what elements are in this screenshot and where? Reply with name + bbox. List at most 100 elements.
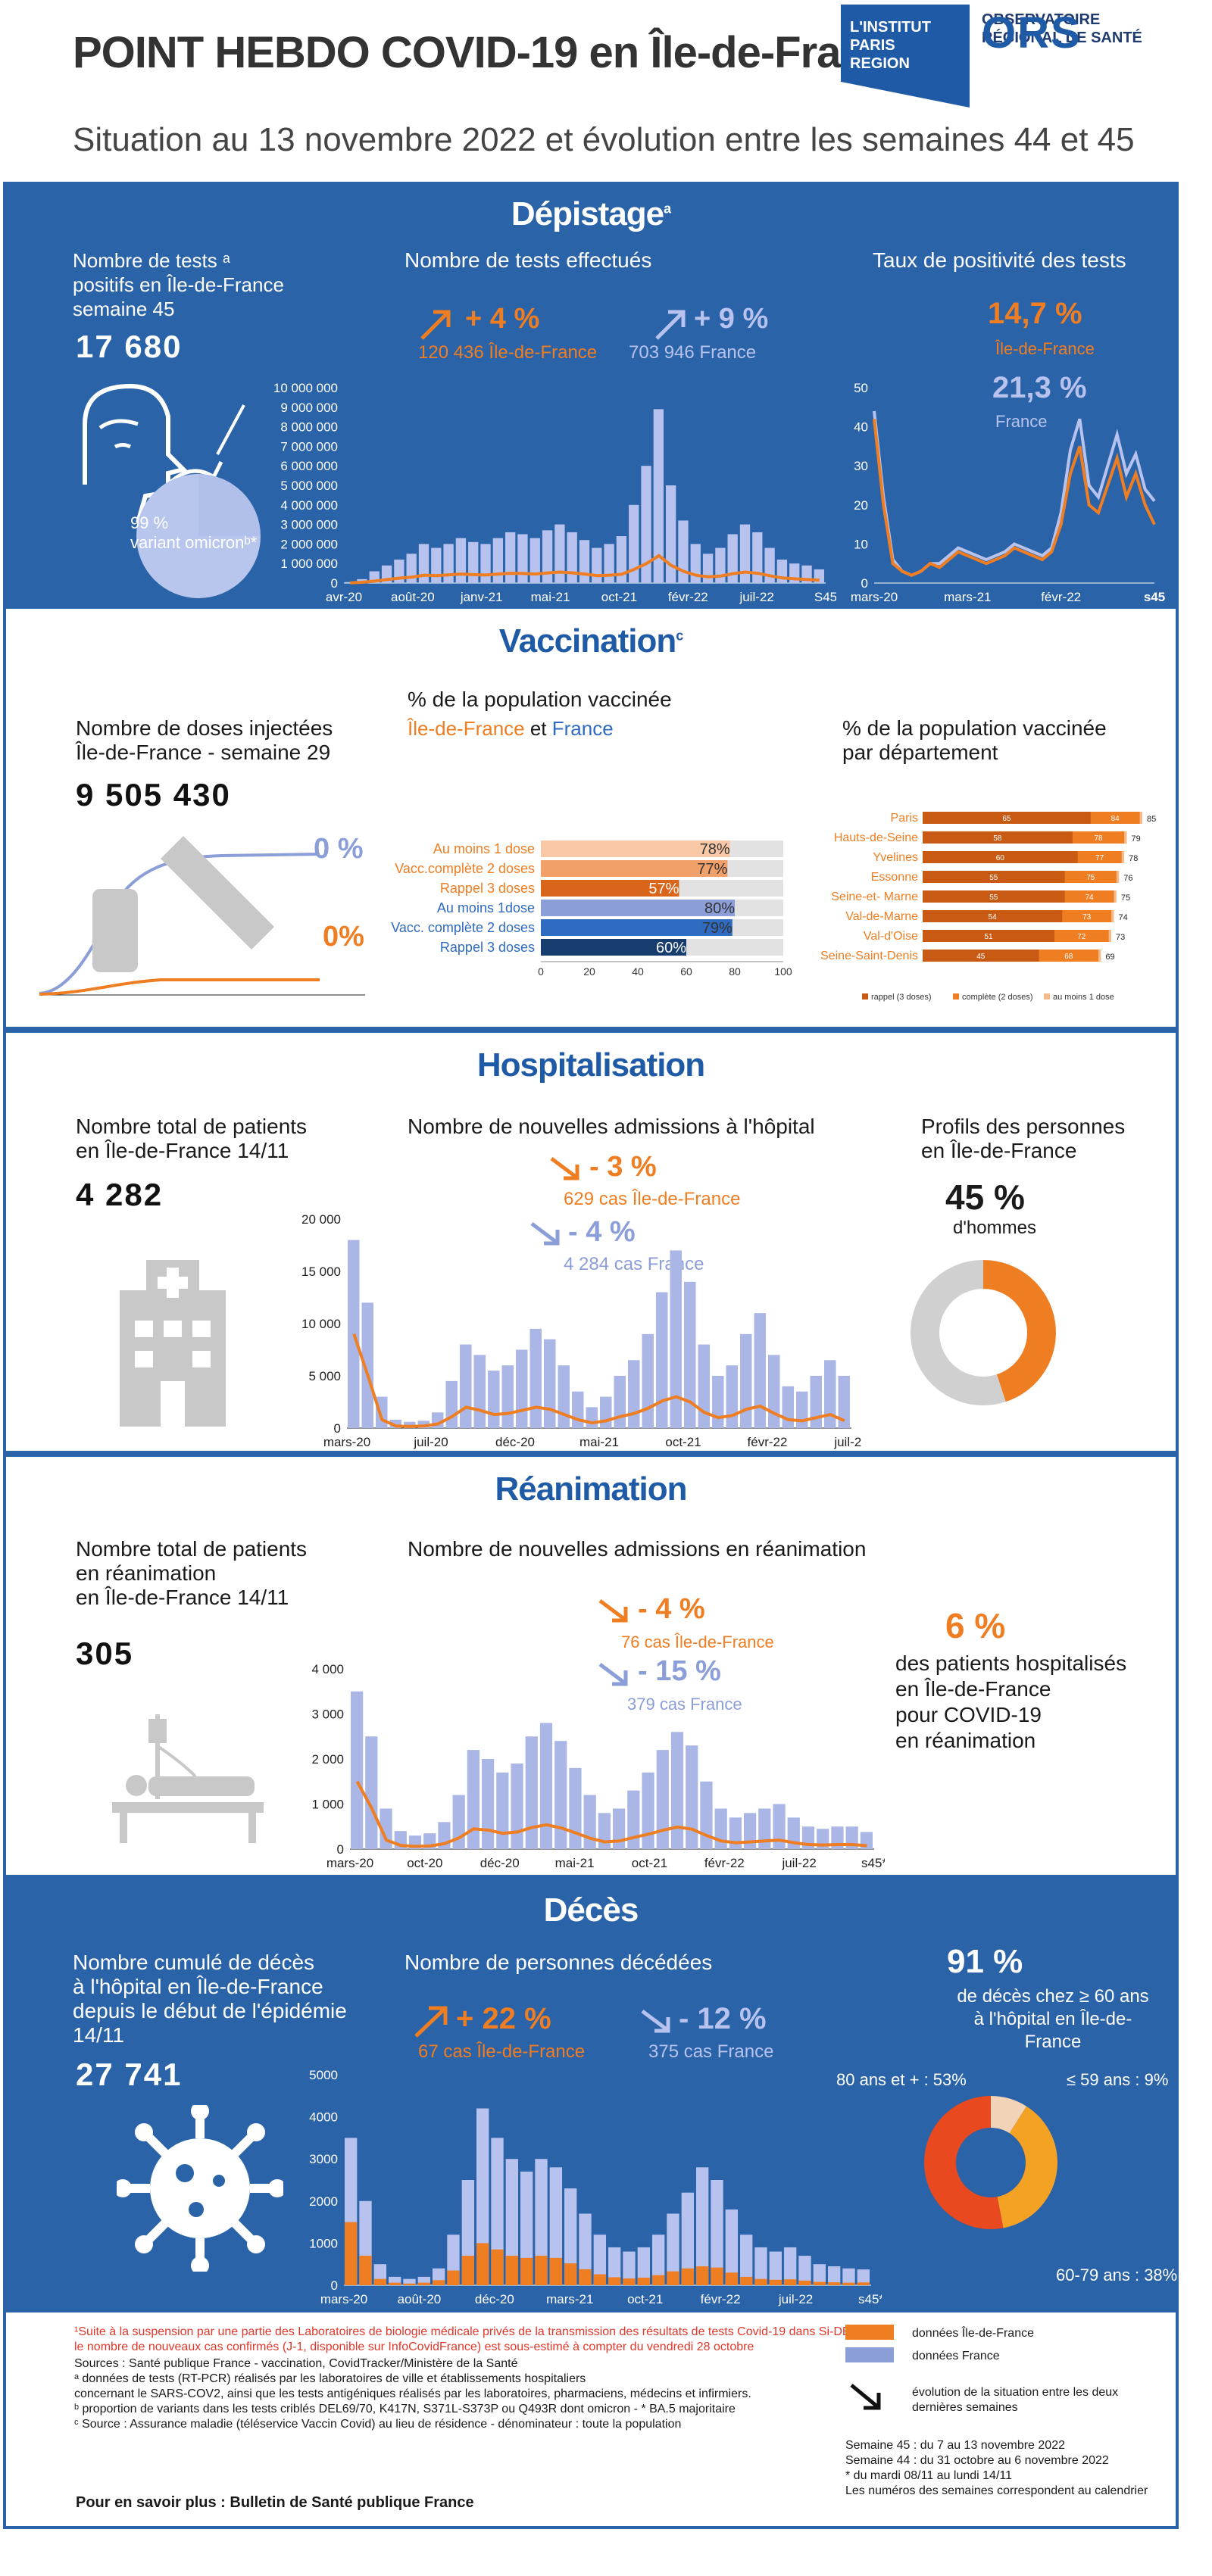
france-bar bbox=[729, 1817, 742, 1849]
france-bar bbox=[567, 532, 577, 583]
rea-idf-change: - 4 % bbox=[638, 1593, 705, 1625]
x-tick-label: févr-22 bbox=[1041, 590, 1081, 604]
donut-label-59: ≤ 59 ans : 9% bbox=[1067, 2070, 1169, 2089]
y-tick-label: 10 000 bbox=[301, 1317, 341, 1331]
idf-bar bbox=[535, 2256, 548, 2285]
y-tick-label: 3000 bbox=[309, 2152, 338, 2166]
dept-label: Seine-Saint-Denis bbox=[820, 950, 918, 962]
patient-bed-icon bbox=[112, 1714, 264, 1843]
deces-title: Décès bbox=[543, 1891, 639, 1929]
dept-complete-value: 74 bbox=[1085, 893, 1094, 902]
france-bar bbox=[558, 1365, 570, 1428]
france-bar bbox=[796, 1391, 808, 1428]
dept-end-value: 85 bbox=[1147, 815, 1156, 824]
france-bar bbox=[348, 1240, 360, 1428]
vacc-bar bbox=[541, 939, 686, 956]
y-tick-label: 30 bbox=[854, 459, 868, 473]
france-bar bbox=[608, 2247, 621, 2285]
arrow-down-orange-icon bbox=[550, 1157, 579, 1180]
france-bar bbox=[598, 1813, 611, 1849]
y-tick-label: 7 000 000 bbox=[280, 439, 338, 454]
idf-bar bbox=[476, 2243, 489, 2285]
x-tick-label: oct-21 bbox=[665, 1435, 701, 1449]
vacc-bar bbox=[541, 860, 728, 877]
france-bar bbox=[516, 1349, 528, 1428]
france-bar bbox=[361, 1302, 373, 1428]
dept-end-value: 76 bbox=[1123, 874, 1132, 883]
rea-pct: 6 % bbox=[945, 1606, 1006, 1645]
person-tested-icon bbox=[83, 383, 261, 598]
legend-idf-label: données Île-de-France bbox=[912, 2327, 1034, 2340]
france-bar bbox=[549, 2167, 562, 2285]
deaths-idf-change: + 22 % bbox=[456, 2002, 551, 2035]
y-tick-label: 5 000 bbox=[308, 1369, 341, 1383]
doses-idf-change: 0% bbox=[323, 921, 364, 953]
idf-bar bbox=[389, 2282, 401, 2285]
dept-bar-rappel bbox=[923, 910, 1063, 922]
france-bar bbox=[727, 534, 738, 583]
france-bar bbox=[569, 1767, 582, 1849]
page-subtitle: Situation au 13 novembre 2022 et évoluti… bbox=[73, 121, 1135, 158]
idf-bar bbox=[461, 2256, 474, 2285]
footer-weeks: Semaine 45 : du 7 au 13 novembre 2022 Sem… bbox=[845, 2439, 1148, 2497]
dept-end-value: 78 bbox=[1129, 854, 1138, 863]
france-bar bbox=[813, 2264, 826, 2285]
france-bar bbox=[600, 1396, 612, 1428]
dept-complete-value: 73 bbox=[1082, 913, 1092, 922]
y-tick-label: 50 bbox=[854, 381, 868, 395]
x-tick-label: oct-21 bbox=[632, 1856, 667, 1870]
france-bar bbox=[491, 2138, 504, 2285]
dept-bar-rappel bbox=[923, 812, 1091, 824]
deaths-fr-change: - 12 % bbox=[679, 2002, 767, 2035]
france-bar bbox=[656, 1750, 669, 1849]
france-bar bbox=[417, 1421, 430, 1428]
vacc-category-label: Au moins 1 dose bbox=[433, 841, 535, 856]
x-tick-label: juil-22 bbox=[833, 1435, 862, 1449]
y-tick-label: 0 bbox=[337, 1842, 344, 1857]
france-bar bbox=[593, 2235, 606, 2285]
france-bar bbox=[345, 582, 355, 583]
logo-line-2: PARIS bbox=[850, 37, 895, 54]
france-bar bbox=[389, 2276, 401, 2285]
x-tick-label: mai-21 bbox=[531, 590, 570, 604]
hosp-profile-title: Profils des personnes en Île-de-France bbox=[921, 1115, 1126, 1162]
y-tick-label: 0 bbox=[331, 2278, 338, 2293]
y-tick-label: 20 bbox=[854, 498, 868, 513]
vacc-pop-legend: Île-de-France et France bbox=[408, 717, 614, 740]
france-bar bbox=[773, 1804, 786, 1849]
vacc-bar bbox=[541, 900, 735, 916]
vacc-category-label: Vacc.complète 2 doses bbox=[395, 861, 535, 876]
hosp-idf-change: - 3 % bbox=[589, 1151, 657, 1183]
dept-complete-value: 72 bbox=[1077, 933, 1086, 941]
age-60-79-slice bbox=[997, 2106, 1057, 2228]
france-bar bbox=[505, 2159, 518, 2285]
france-bar bbox=[488, 1371, 500, 1428]
france-bar bbox=[681, 2192, 694, 2285]
france-bar bbox=[592, 547, 602, 583]
france-bar bbox=[653, 409, 664, 583]
france-bar bbox=[784, 2247, 797, 2285]
vaccination-section: Vaccinationc Nombre de doses injectées Îl… bbox=[3, 606, 1179, 1030]
dept-label: Paris bbox=[891, 812, 918, 825]
x-tick-label: mars-20 bbox=[323, 1435, 370, 1449]
dept-rappel-value: 58 bbox=[993, 834, 1002, 843]
france-bar bbox=[351, 1691, 364, 1849]
deces-section: Décès Nombre cumulé de décès à l'hôpital … bbox=[3, 1878, 1179, 2309]
institut-paris-region-logo: L'INSTITUT PARIS REGION bbox=[841, 5, 970, 108]
footer-red-note: ¹Suite à la suspension par une partie de… bbox=[74, 2325, 861, 2353]
france-bar bbox=[529, 1328, 542, 1428]
hospitalisation-title: Hospitalisation bbox=[476, 1046, 705, 1084]
france-bar bbox=[696, 2167, 709, 2285]
y-tick-label: 8 000 000 bbox=[280, 420, 338, 435]
doses-fr-change: 0 % bbox=[314, 833, 364, 865]
vacc-bar bbox=[541, 840, 730, 857]
idf-bar bbox=[769, 2279, 782, 2285]
france-bar bbox=[768, 1355, 780, 1428]
idf-bar bbox=[711, 2267, 723, 2285]
france-bar bbox=[627, 1790, 640, 1849]
france-bar bbox=[473, 1355, 486, 1428]
y-tick-label: 0 bbox=[331, 576, 338, 591]
footer-more-link[interactable]: Pour en savoir plus : Bulletin de Santé … bbox=[76, 2494, 474, 2511]
vacc-category-label: Rappel 3 doses bbox=[440, 940, 535, 955]
y-tick-label: 10 bbox=[854, 537, 868, 551]
